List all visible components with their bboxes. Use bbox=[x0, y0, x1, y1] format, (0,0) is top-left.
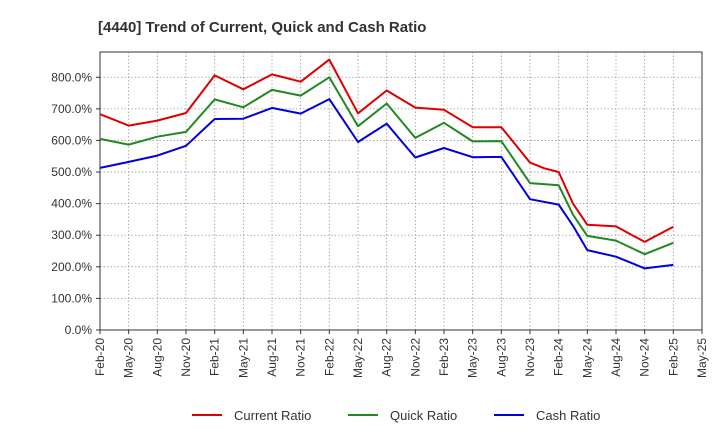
x-tick-label: May-23 bbox=[466, 338, 480, 378]
x-tick-label: May-24 bbox=[580, 338, 594, 378]
legend-label: Quick Ratio bbox=[390, 408, 457, 423]
grid-lines bbox=[99, 52, 703, 330]
plot-frame bbox=[99, 51, 703, 331]
y-tick-label: 300.0% bbox=[51, 228, 92, 242]
legend-label: Current Ratio bbox=[234, 408, 311, 423]
x-tick-label: Aug-23 bbox=[494, 338, 508, 377]
x-tick-label: Aug-22 bbox=[380, 338, 394, 377]
y-tick-labels: 0.0% 100.0% 200.0% 300.0% 400.0% 500.0% 600.0%… bbox=[51, 70, 92, 337]
y-tick-label: 800.0% bbox=[51, 70, 92, 84]
cash-ratio-line bbox=[99, 98, 674, 270]
x-tick-label: Nov-24 bbox=[638, 338, 652, 377]
x-tick-label: Feb-20 bbox=[93, 338, 107, 376]
y-tick-label: 0.0% bbox=[65, 323, 93, 337]
x-tick-label: Aug-21 bbox=[265, 338, 279, 377]
y-tick-label: 600.0% bbox=[51, 133, 92, 147]
x-tick-label: Nov-23 bbox=[523, 338, 537, 377]
y-tick-label: 700.0% bbox=[51, 102, 92, 116]
x-tick-label: Feb-21 bbox=[208, 338, 222, 376]
quick-ratio-line bbox=[99, 76, 674, 256]
axes bbox=[96, 51, 703, 334]
x-tick-label: May-22 bbox=[351, 338, 365, 378]
legend-label: Cash Ratio bbox=[536, 408, 600, 423]
x-tick-label: May-21 bbox=[236, 338, 250, 378]
x-tick-label: May-25 bbox=[695, 338, 709, 378]
x-tick-labels: Feb-20 May-20 Aug-20 Nov-20 Feb-21 May-21 Aug-… bbox=[93, 338, 709, 378]
x-tick-label: Feb-24 bbox=[552, 338, 566, 376]
legend: Current Ratio Quick Ratio Cash Ratio bbox=[192, 408, 600, 423]
x-tick-label: Nov-21 bbox=[294, 338, 308, 377]
x-tick-label: Aug-20 bbox=[150, 338, 164, 377]
y-tick-label: 100.0% bbox=[51, 291, 92, 305]
y-tick-label: 500.0% bbox=[51, 165, 92, 179]
chart-title: [4440] Trend of Current, Quick and Cash … bbox=[98, 19, 426, 36]
y-tick-label: 400.0% bbox=[51, 197, 92, 211]
legend-item-cash-ratio: Cash Ratio bbox=[494, 408, 600, 423]
current-ratio-line bbox=[99, 58, 674, 243]
x-tick-label: Feb-22 bbox=[322, 338, 336, 376]
x-tick-label: Feb-23 bbox=[437, 338, 451, 376]
series-lines bbox=[99, 58, 674, 270]
x-tick-label: Nov-20 bbox=[179, 338, 193, 377]
legend-item-current-ratio: Current Ratio bbox=[192, 408, 311, 423]
x-tick-label: Feb-25 bbox=[666, 338, 680, 376]
x-tick-label: Aug-24 bbox=[609, 338, 623, 377]
x-tick-label: May-20 bbox=[122, 338, 136, 378]
x-tick-label: Nov-22 bbox=[408, 338, 422, 377]
legend-item-quick-ratio: Quick Ratio bbox=[348, 408, 457, 423]
y-tick-label: 200.0% bbox=[51, 260, 92, 274]
